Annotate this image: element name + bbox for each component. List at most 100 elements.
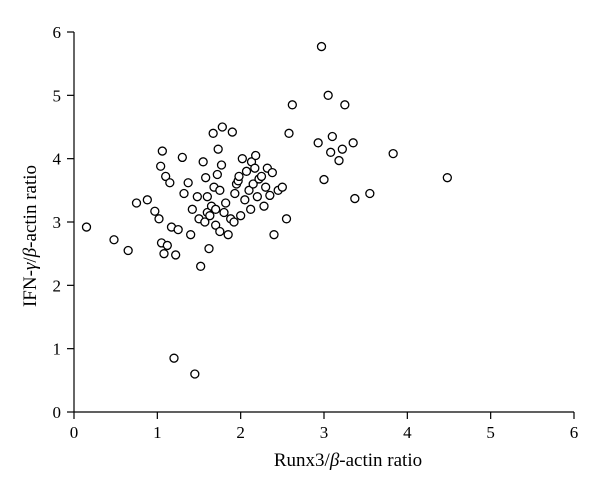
data-point <box>150 206 160 216</box>
data-point <box>287 100 297 110</box>
data-point <box>250 163 260 173</box>
y-tick-label: 4 <box>53 150 62 169</box>
data-point <box>316 41 327 52</box>
data-point <box>200 217 210 227</box>
data-point <box>326 147 336 157</box>
x-ticks: 0 1 2 3 4 5 6 <box>70 412 579 442</box>
data-point <box>217 122 227 132</box>
data-point <box>284 128 294 138</box>
data-point <box>190 369 200 379</box>
data-point <box>229 217 239 227</box>
data-point <box>109 235 119 245</box>
data-point <box>215 185 225 195</box>
data-point <box>183 178 193 188</box>
data-point <box>154 214 164 224</box>
data-point <box>169 353 179 363</box>
data-point <box>240 195 250 205</box>
data-point <box>327 131 337 142</box>
data-point <box>211 220 221 230</box>
data-point <box>212 169 222 180</box>
data-point <box>159 249 169 259</box>
y-tick-label: 3 <box>53 213 62 232</box>
data-point <box>205 211 215 221</box>
y-tick-label: 0 <box>53 403 62 422</box>
data-point <box>340 100 350 110</box>
data-point <box>252 192 262 202</box>
data-point <box>350 193 360 204</box>
data-point <box>192 192 202 202</box>
data-point <box>323 90 333 100</box>
data-point <box>157 146 167 156</box>
data-point <box>204 243 214 254</box>
data-point <box>123 245 133 256</box>
data-point <box>215 226 225 237</box>
data-point <box>234 171 244 182</box>
data-point <box>198 157 208 167</box>
data-point <box>251 150 261 161</box>
x-tick-label: 2 <box>236 423 245 442</box>
x-tick-label: 5 <box>486 423 495 442</box>
data-point <box>196 261 206 271</box>
data-point <box>221 198 231 208</box>
data-point <box>241 166 252 176</box>
y-ticks: 0 1 2 3 4 5 6 <box>53 23 74 422</box>
data-point <box>162 240 172 251</box>
axes <box>73 32 574 413</box>
y-tick-label: 6 <box>53 23 62 42</box>
data-point <box>230 188 240 199</box>
data-point <box>187 204 197 214</box>
data-point <box>313 138 323 148</box>
data-point <box>267 167 277 178</box>
data-point <box>319 174 329 185</box>
data-point <box>365 188 375 199</box>
data-point <box>248 179 258 189</box>
x-tick-label: 3 <box>320 423 329 442</box>
data-point <box>131 198 142 208</box>
y-tick-label: 5 <box>53 86 62 105</box>
data-point <box>442 173 452 183</box>
x-tick-label: 0 <box>70 423 79 442</box>
data-points <box>81 41 452 379</box>
data-point <box>165 178 175 188</box>
data-point <box>244 185 254 195</box>
data-point <box>211 204 221 214</box>
data-point <box>227 127 237 137</box>
data-point <box>281 214 292 224</box>
data-point <box>237 154 247 164</box>
data-point <box>216 160 227 170</box>
data-point <box>388 148 398 159</box>
data-point <box>259 201 269 211</box>
data-point <box>208 128 218 138</box>
x-tick-label: 6 <box>570 423 579 442</box>
data-point <box>201 173 211 183</box>
data-point <box>219 207 229 218</box>
x-tick-label: 1 <box>153 423 162 442</box>
data-point <box>156 161 166 171</box>
data-point <box>179 188 189 199</box>
y-tick-label: 1 <box>53 340 62 359</box>
data-point <box>256 171 267 182</box>
data-point <box>348 138 358 148</box>
data-point <box>236 211 246 221</box>
data-point <box>223 230 233 240</box>
data-point <box>277 182 287 192</box>
data-point <box>171 250 181 260</box>
data-point <box>337 144 347 154</box>
data-point <box>142 195 152 205</box>
data-point <box>246 204 256 214</box>
data-point <box>202 192 212 202</box>
y-tick-label: 2 <box>53 276 62 295</box>
x-tick-label: 4 <box>403 423 412 442</box>
data-point <box>213 144 223 154</box>
data-point <box>265 190 275 201</box>
data-point <box>177 152 187 163</box>
y-axis-title: IFN-γ/β-actin ratio <box>20 165 41 307</box>
data-point <box>261 182 271 192</box>
x-axis-title: Runx3/β-actin ratio <box>274 450 422 471</box>
data-point <box>81 222 92 232</box>
data-point <box>173 224 183 235</box>
data-point <box>186 230 196 240</box>
data-point <box>334 155 344 166</box>
data-point <box>161 171 171 182</box>
